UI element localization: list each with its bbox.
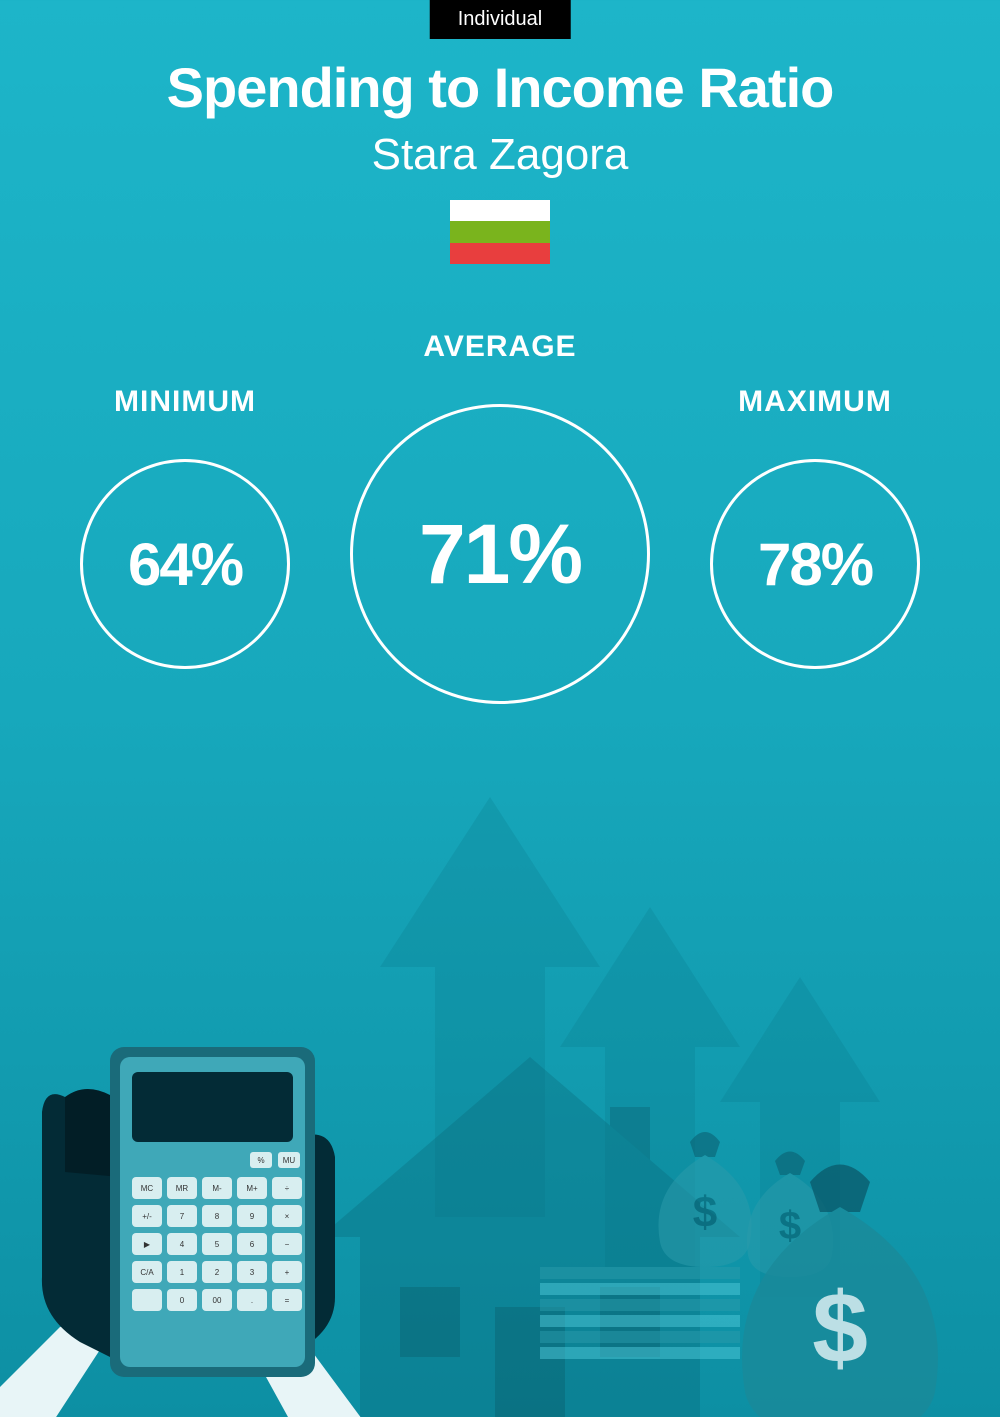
- svg-text:8: 8: [215, 1212, 220, 1221]
- svg-text:$: $: [812, 1272, 868, 1384]
- svg-text:×: ×: [285, 1212, 290, 1221]
- svg-text:6: 6: [250, 1240, 255, 1249]
- svg-text:M-: M-: [212, 1184, 222, 1193]
- stat-maximum-value: 78%: [758, 530, 872, 599]
- svg-text:÷: ÷: [285, 1184, 290, 1193]
- flag-stripe-3: [450, 243, 550, 264]
- moneybag-large-icon: $: [730, 1157, 950, 1417]
- flag-stripe-2: [450, 221, 550, 242]
- stat-maximum: MAXIMUM 78%: [710, 385, 920, 669]
- stat-minimum-label: MINIMUM: [114, 385, 256, 419]
- svg-text:9: 9: [250, 1212, 255, 1221]
- stat-maximum-circle: 78%: [710, 459, 920, 669]
- svg-text:%: %: [257, 1156, 264, 1165]
- page-title: Spending to Income Ratio: [0, 55, 1000, 120]
- svg-text:M+: M+: [246, 1184, 258, 1193]
- svg-text:3: 3: [250, 1268, 255, 1277]
- hands-calculator-icon: MCMRM-M+÷ +/-789× ▶456− C/A123+ 000.= %M…: [0, 897, 450, 1417]
- flag-icon: [450, 200, 550, 264]
- svg-text:MR: MR: [176, 1184, 189, 1193]
- svg-text:$: $: [779, 1204, 801, 1248]
- svg-text:2: 2: [215, 1268, 220, 1277]
- category-tab: Individual: [430, 0, 571, 39]
- svg-text:.: .: [251, 1296, 253, 1305]
- stat-average-value: 71%: [419, 506, 581, 603]
- moneybag-icon: $: [740, 1147, 840, 1277]
- illustration: $ $ $: [0, 797, 1000, 1417]
- arrow-up-icon: [380, 797, 600, 1217]
- cash-stack-icon: [540, 1267, 740, 1387]
- flag-stripe-1: [450, 200, 550, 221]
- tab-label: Individual: [458, 8, 543, 30]
- svg-text:7: 7: [180, 1212, 185, 1221]
- stat-maximum-label: MAXIMUM: [738, 385, 892, 419]
- svg-text:+/-: +/-: [142, 1212, 152, 1221]
- arrow-up-icon: [720, 977, 880, 1297]
- svg-text:$: $: [693, 1188, 717, 1237]
- svg-text:0: 0: [180, 1296, 185, 1305]
- page-subtitle: Stara Zagora: [0, 130, 1000, 180]
- svg-text:+: +: [285, 1268, 290, 1277]
- svg-text:▶: ▶: [144, 1240, 151, 1249]
- svg-text:5: 5: [215, 1240, 220, 1249]
- arrow-up-icon: [560, 907, 740, 1267]
- stat-minimum-circle: 64%: [80, 459, 290, 669]
- stat-average-circle: 71%: [350, 404, 650, 704]
- svg-text:C/A: C/A: [140, 1268, 154, 1277]
- svg-text:4: 4: [180, 1240, 185, 1249]
- stat-average: AVERAGE 71%: [350, 330, 650, 704]
- stats-row: MINIMUM 64% AVERAGE 71% MAXIMUM 78%: [0, 330, 1000, 704]
- house-icon: [300, 1057, 760, 1417]
- svg-text:=: =: [285, 1296, 290, 1305]
- stat-minimum: MINIMUM 64%: [80, 385, 290, 669]
- moneybag-icon: $: [650, 1127, 760, 1267]
- svg-text:MU: MU: [283, 1156, 296, 1165]
- stat-average-label: AVERAGE: [423, 330, 576, 364]
- stat-minimum-value: 64%: [128, 530, 242, 599]
- svg-text:−: −: [285, 1240, 290, 1249]
- svg-text:00: 00: [213, 1296, 222, 1305]
- svg-text:MC: MC: [141, 1184, 154, 1193]
- svg-text:1: 1: [180, 1268, 185, 1277]
